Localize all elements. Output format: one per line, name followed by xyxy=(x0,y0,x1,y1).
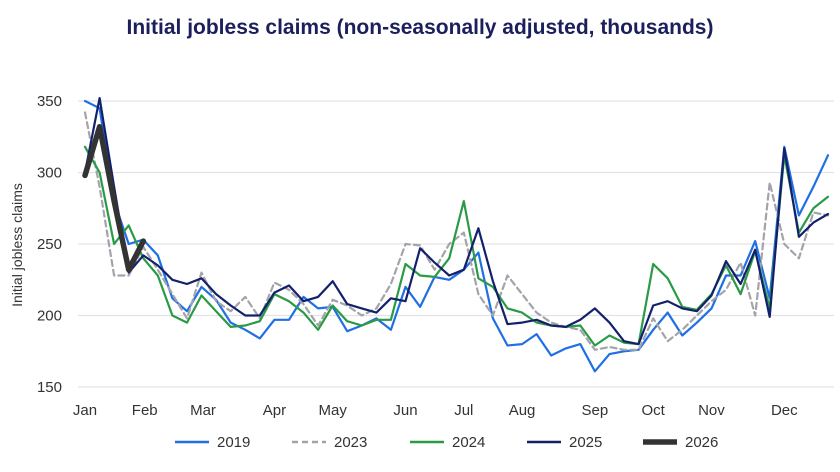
legend-label-2023: 2023 xyxy=(334,434,367,451)
series-line-2019 xyxy=(83,99,830,373)
x-tick-label: Apr xyxy=(263,402,286,419)
y-tick-label: 200 xyxy=(37,308,62,325)
chart-title: Initial jobless claims (non-seasonally a… xyxy=(127,16,714,39)
x-tick-label: Dec xyxy=(771,402,798,419)
x-tick-label: Oct xyxy=(642,402,666,419)
y-tick-label: 300 xyxy=(37,165,62,182)
x-tick-label: Aug xyxy=(509,402,536,419)
y-tick-label: 250 xyxy=(37,236,62,253)
legend-label-2026: 2026 xyxy=(685,434,718,451)
x-tick-label: Jul xyxy=(454,402,473,419)
legend-label-2019: 2019 xyxy=(217,434,250,451)
x-tick-label: Mar xyxy=(190,402,216,419)
x-tick-label: Jan xyxy=(73,402,97,419)
legend-label-2025: 2025 xyxy=(569,434,602,451)
x-tick-label: May xyxy=(318,402,347,419)
x-tick-label: Nov xyxy=(698,402,725,419)
legend-label-2024: 2024 xyxy=(452,434,485,451)
x-tick-label: Sep xyxy=(582,402,609,419)
series-line-2025 xyxy=(83,96,830,346)
y-tick-label: 350 xyxy=(37,93,62,110)
y-tick-label: 150 xyxy=(37,379,62,396)
y-axis-label: Initial jobless claims xyxy=(9,183,25,307)
x-tick-label: Feb xyxy=(132,402,158,419)
series-line-2026 xyxy=(82,123,147,273)
x-tick-label: Jun xyxy=(393,402,417,419)
